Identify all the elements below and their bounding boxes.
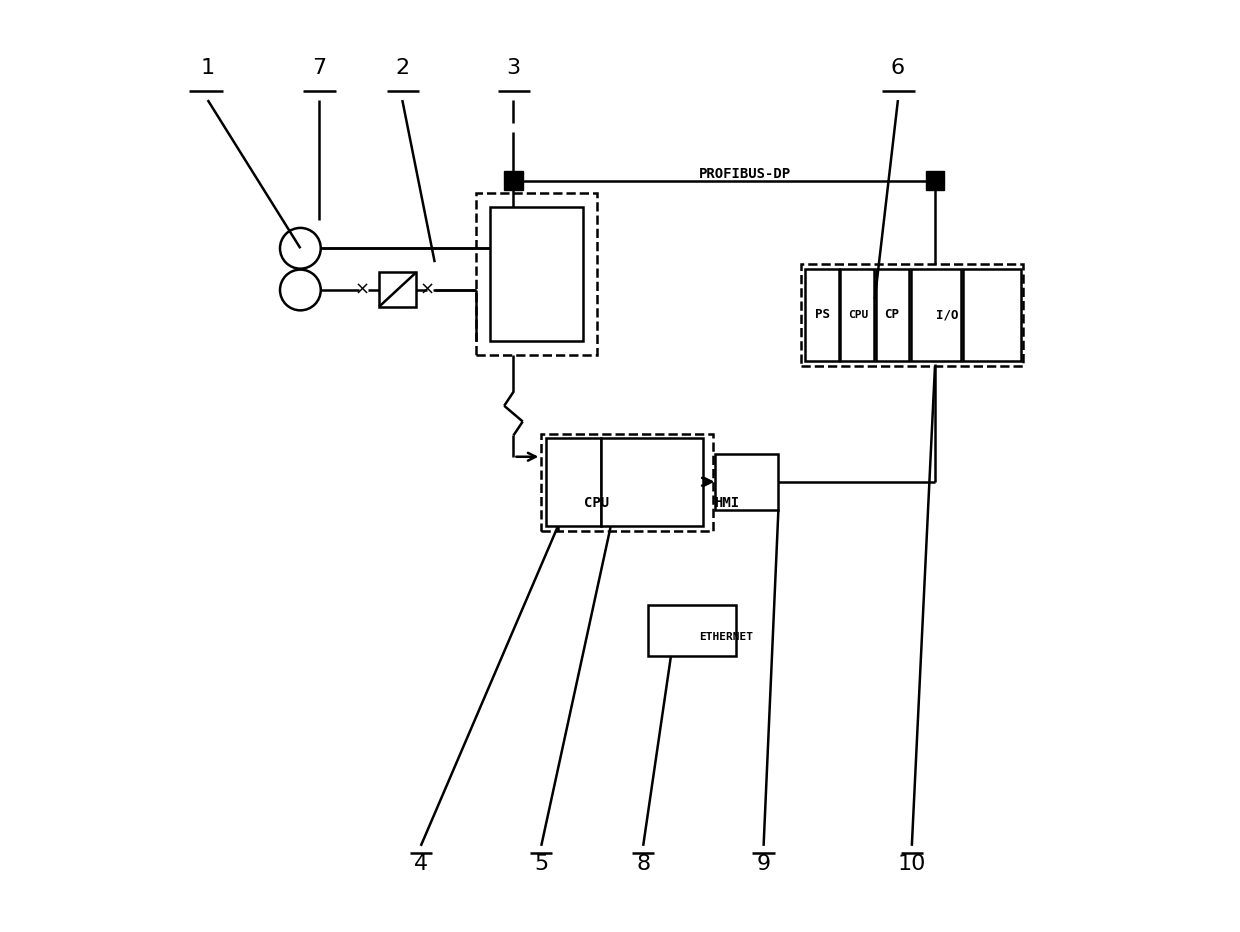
Bar [962, 268, 1022, 362]
Text: HMI: HMI [714, 496, 739, 510]
Text: 8: 8 [636, 855, 650, 874]
Text: 6: 6 [890, 58, 905, 77]
Text: ×: × [355, 281, 370, 299]
Bar [490, 207, 583, 341]
Bar [926, 171, 944, 190]
Bar [541, 433, 713, 531]
Bar [546, 438, 601, 527]
Text: 3: 3 [506, 58, 521, 77]
Text: 4: 4 [414, 855, 428, 874]
Bar [379, 272, 417, 307]
Text: 7: 7 [311, 58, 326, 77]
Text: CPU: CPU [584, 496, 609, 510]
Text: CP: CP [884, 308, 899, 322]
Text: 1: 1 [201, 58, 215, 77]
Bar [505, 171, 523, 190]
Text: CPU: CPU [848, 310, 868, 320]
Bar [715, 454, 779, 510]
Text: ETHERNET: ETHERNET [699, 633, 754, 642]
Text: 5: 5 [534, 855, 548, 874]
Bar [476, 193, 596, 355]
Text: ×: × [419, 281, 435, 299]
Bar [601, 438, 703, 527]
Bar [841, 268, 874, 362]
Bar [805, 268, 838, 362]
Text: 2: 2 [396, 58, 409, 77]
Bar [911, 268, 961, 362]
Bar [801, 264, 1023, 366]
Text: PS: PS [816, 308, 831, 322]
Text: 9: 9 [756, 855, 771, 874]
Text: I/O: I/O [936, 308, 959, 322]
Text: PROFIBUS-DP: PROFIBUS-DP [699, 167, 791, 181]
Bar [647, 605, 735, 656]
Bar [875, 268, 909, 362]
Text: 10: 10 [898, 855, 926, 874]
